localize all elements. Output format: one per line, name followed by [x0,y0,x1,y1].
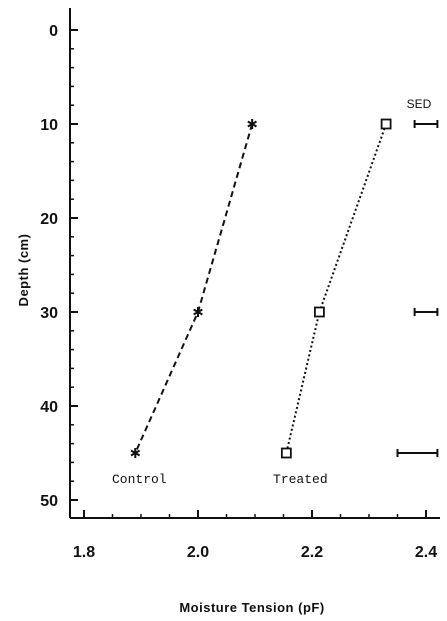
x-tick-label: 1.8 [73,544,95,561]
control-label: Control [112,472,167,487]
control-line [134,123,254,454]
treated-label: Treated [273,472,328,487]
treated-line [285,123,388,454]
axes: 0 10 20 30 40 50 1.8 2.0 2.2 2.4 [40,8,440,561]
y-tick-label: 30 [40,305,58,322]
sed-layer: SED [396,97,439,457]
treated-point [280,447,292,459]
y-axis-title: Depth (cm) [16,234,31,307]
y-tick-label: 10 [40,117,58,134]
x-tick-label: 2.2 [301,544,323,561]
treated-point [314,306,325,318]
sed-label: SED [407,97,432,111]
sed-bar [413,308,439,316]
control-point [247,119,257,129]
series-layer: Control Treated [112,118,392,487]
sed-bar [396,449,439,457]
control-point [193,307,203,317]
x-tick-label: 2.0 [187,544,209,561]
y-tick-label: 20 [40,211,58,228]
y-tick-label: 0 [49,23,58,40]
y-tick-label: 50 [40,493,58,510]
x-tick-label: 2.4 [415,544,437,561]
control-point [130,448,141,458]
y-tick-label: 40 [40,399,58,416]
treated-point [380,118,392,130]
sed-bar [413,120,439,128]
x-axis-title: Moisture Tension (pF) [179,600,324,615]
